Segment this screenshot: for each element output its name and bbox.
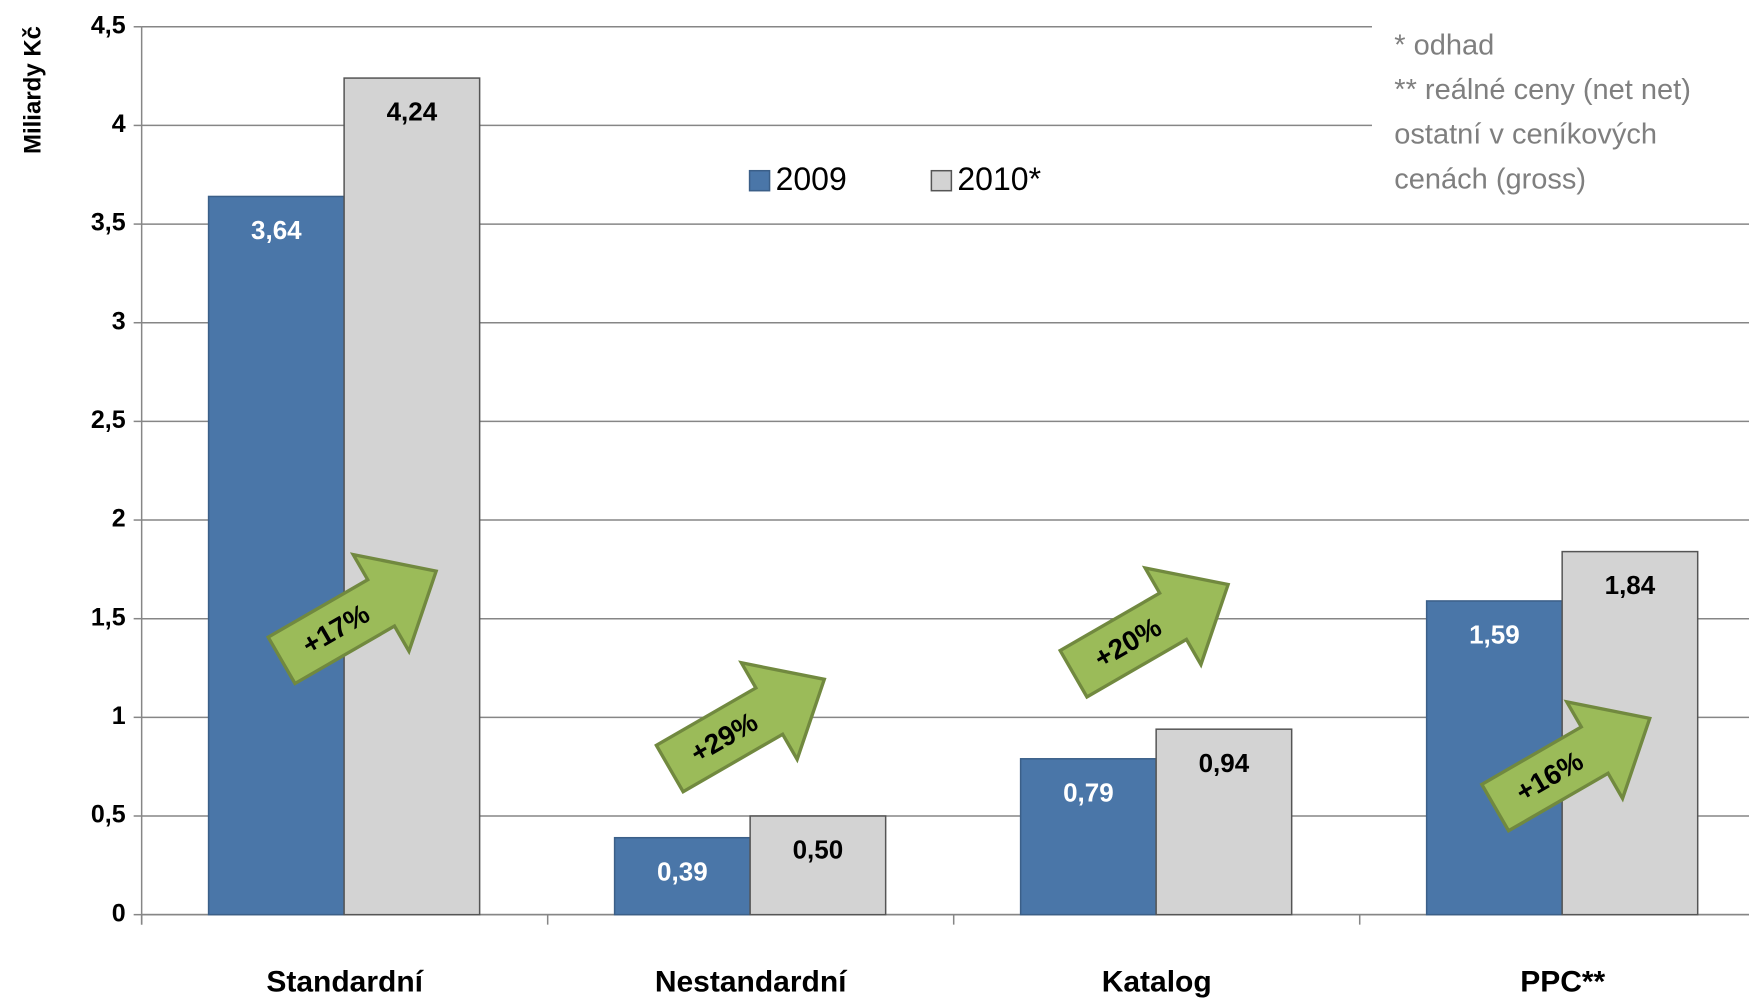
legend-label: 2010* xyxy=(957,161,1041,197)
growth-arrow: +16% xyxy=(1479,699,1652,834)
y-tick-label: 4,5 xyxy=(91,11,126,39)
x-tick-label: PPC** xyxy=(1520,966,1605,999)
y-tick-label: 3 xyxy=(112,307,126,335)
x-tick-label: Katalog xyxy=(1102,966,1212,999)
notes-background xyxy=(1371,0,1749,212)
bar xyxy=(749,815,887,916)
bar xyxy=(613,836,751,916)
value-label: 0,39 xyxy=(657,856,708,886)
y-tick-label: 4 xyxy=(112,110,126,138)
x-tick-label: Standardní xyxy=(266,966,424,999)
bar xyxy=(343,77,481,916)
growth-arrow: +29% xyxy=(654,660,827,795)
y-tick-label: 0,5 xyxy=(91,801,126,829)
arrow-shape xyxy=(265,552,439,686)
y-tick-label: 2,5 xyxy=(91,406,126,434)
x-tick-label: Nestandardní xyxy=(655,966,848,999)
value-label: 3,64 xyxy=(251,215,302,245)
value-label: 0,94 xyxy=(1199,748,1250,778)
note: * odhad xyxy=(1394,30,1494,62)
y-axis-title: Miliardy Kč xyxy=(19,26,46,154)
arrow-shape xyxy=(654,660,827,795)
value-label: 0,79 xyxy=(1063,777,1114,807)
note: cenách (gross) xyxy=(1394,163,1586,195)
legend-label: 2009 xyxy=(776,161,847,197)
arrow-shape xyxy=(1057,565,1231,700)
value-label: 4,24 xyxy=(387,97,438,127)
value-label: 1,59 xyxy=(1469,620,1520,650)
y-tick-label: 3,5 xyxy=(91,209,126,237)
arrow-shape xyxy=(1479,699,1652,834)
bar xyxy=(207,195,345,916)
y-tick-label: 1 xyxy=(112,702,126,730)
legend-swatch xyxy=(748,169,771,192)
legend-swatch xyxy=(930,169,953,192)
value-label: 1,84 xyxy=(1605,570,1656,600)
bar xyxy=(1155,728,1293,916)
y-tick-label: 0 xyxy=(112,899,126,927)
note: ostatní v ceníkových xyxy=(1394,119,1657,151)
bar xyxy=(1019,758,1157,916)
y-tick-label: 1,5 xyxy=(91,603,126,631)
y-tick-label: 2 xyxy=(112,505,126,533)
value-label: 0,50 xyxy=(793,835,844,865)
growth-arrow: +20% xyxy=(1057,565,1231,700)
note: ** reálné ceny (net net) xyxy=(1394,74,1691,106)
